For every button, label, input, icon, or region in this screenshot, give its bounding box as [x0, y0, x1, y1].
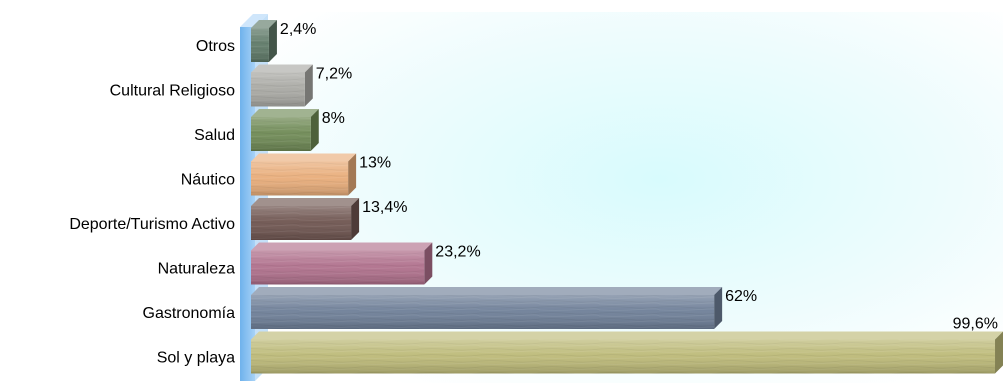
- category-label: Cultural Religioso: [110, 83, 235, 100]
- value-label: 13,4%: [362, 199, 407, 216]
- value-label: 62%: [725, 288, 757, 305]
- bar-shading: [251, 117, 311, 151]
- bar-sol-y-playa: [251, 331, 1003, 374]
- bar-side-face: [714, 287, 723, 329]
- bar-side-face: [351, 198, 360, 240]
- bar-side-face: [995, 331, 1003, 374]
- bar-otros: [251, 20, 277, 62]
- bar-top-face: [251, 198, 360, 206]
- category-label: Deporte/Turismo Activo: [69, 216, 235, 233]
- bar-top-face: [251, 287, 723, 295]
- bar-salud: [251, 109, 319, 151]
- value-label: 8%: [322, 110, 345, 127]
- bar-cultural-religioso: [251, 64, 313, 107]
- value-label: 7,2%: [316, 66, 352, 83]
- bar-shading: [251, 28, 269, 62]
- category-label: Salud: [194, 127, 235, 144]
- bar-top-face: [251, 109, 319, 117]
- value-label: 23,2%: [435, 244, 480, 261]
- bar-shading: [251, 161, 349, 196]
- bar-shading: [251, 72, 305, 107]
- value-label: 99,6%: [953, 316, 998, 333]
- axis-wall: [240, 27, 255, 381]
- bar-side-face: [268, 20, 277, 62]
- bar-top-face: [251, 20, 277, 28]
- bar-nautico: [251, 153, 357, 196]
- bar-top-face: [251, 64, 313, 73]
- category-label: Náutico: [181, 172, 235, 189]
- bar-side-face: [348, 153, 357, 196]
- bar-shading: [251, 339, 996, 374]
- category-label: Otros: [196, 38, 235, 55]
- bar-shading: [251, 295, 715, 329]
- bar-gastronomia: [251, 287, 723, 329]
- bar-side-face: [304, 64, 313, 107]
- bar-top-face: [251, 331, 1003, 340]
- bar-naturaleza: [251, 242, 433, 285]
- bar-top-face: [251, 242, 433, 251]
- axis-wall-top: [240, 14, 268, 27]
- bar-deporte-turismo-activo: [251, 198, 360, 240]
- bar-top-face: [251, 153, 357, 162]
- bar-side-face: [424, 242, 433, 285]
- bar-shading: [251, 250, 425, 285]
- value-label: 13%: [359, 155, 391, 172]
- category-label: Naturaleza: [158, 261, 235, 278]
- category-label: Gastronomía: [143, 305, 236, 322]
- value-label: 2,4%: [280, 21, 316, 38]
- category-label: Sol y playa: [157, 350, 235, 367]
- bar-side-face: [310, 109, 319, 151]
- bar-shading: [251, 206, 352, 240]
